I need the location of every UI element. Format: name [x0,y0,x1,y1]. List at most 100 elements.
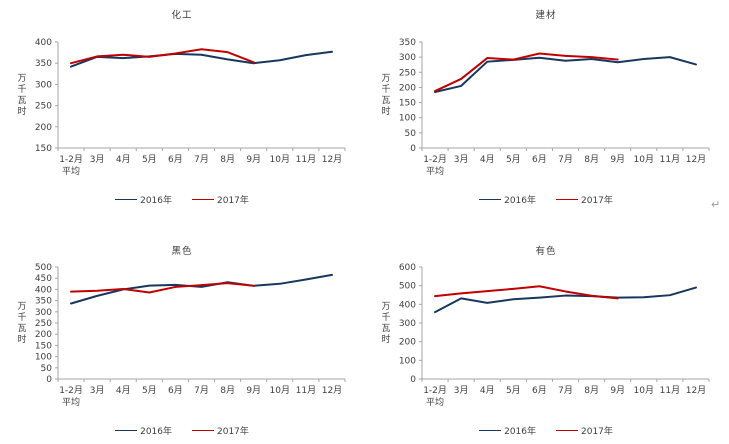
y-tick-label: 600 [399,263,416,273]
y-tick-label: 0 [410,375,416,385]
x-tick-label: 4月 [116,385,131,396]
y-tick-label: 400 [399,300,416,310]
legend-item-2017: 2017年 [556,424,613,437]
chart-youse[interactable]: 有色 0 100 200 300 400 500 600 1-2月 平均 3月 4月 5月 6月 7月 8月… [364,222,728,444]
chart-legend: 2016年 2017年 [364,424,728,437]
y-tick-label: 350 [399,38,416,48]
y-axis-title-char: 时 [381,333,390,345]
legend-item-2016: 2016年 [115,424,172,437]
legend-label-2017: 2017年 [217,427,249,437]
x-tick-label: 1-2月 [59,154,83,165]
y-tick-label: 300 [35,80,52,90]
x-tick-label: 5月 [506,385,521,396]
legend-line-2017 [192,198,214,201]
x-tick-label: 平均 [62,165,80,177]
x-tick-label: 5月 [506,154,521,165]
legend-line-2016 [479,429,502,432]
x-tick-label: 8月 [220,154,235,165]
y-tick-label: 100 [399,114,416,124]
y-tick-label: 150 [35,144,52,154]
x-tick-label: 平均 [426,165,444,177]
y-axis-title-char: 瓦 [381,95,390,106]
series-line-2016年 [434,56,697,93]
y-axis-title-char: 瓦 [17,95,26,106]
chart-jiancai[interactable]: 建材 0 50 100 150 200 250 300 350 1-2月 平均 3月 4月 5月 6月 7月… [364,0,728,222]
chart-legend: 2016年 2017年 [0,193,364,206]
chart-legend: 2016年 2017年 [364,193,728,206]
x-tick-label: 1-2月 [423,385,447,396]
chart-heise[interactable]: 黑色 0 50 100 150 200 250 300 350 400 450 500 1-2月 平均 3… [0,222,364,444]
chart-title: 建材 [535,10,557,21]
series-line-2017年 [70,282,255,294]
y-tick-label: 400 [35,285,52,295]
y-tick-label: 500 [35,263,52,273]
series-line-2016年 [434,286,697,314]
y-tick-label: 350 [35,59,52,69]
chart-huagong[interactable]: 化工 150 200 250 300 350 400 1-2月 平均 3月 4月 5月 6月 7月 8月 9… [0,0,364,222]
x-tick-label: 8月 [584,154,599,165]
x-tick-label: 5月 [142,154,157,165]
series-line-2017年 [70,48,255,65]
y-axis-title-char: 万 [381,302,390,312]
legend-item-2017: 2017年 [556,193,613,206]
y-tick-label: 350 [35,297,52,307]
x-tick-label: 12月 [686,385,706,396]
y-tick-label: 500 [399,282,416,292]
x-tick-label: 平均 [426,396,444,408]
y-axis-title-char: 时 [17,333,26,345]
y-tick-label: 200 [35,330,52,340]
legend-line-2017 [556,429,578,432]
y-axis-title-char: 万 [17,74,26,84]
x-tick-label: 9月 [610,154,625,165]
x-tick-label: 4月 [116,154,131,165]
x-tick-label: 12月 [322,385,342,396]
x-tick-label: 11月 [296,385,316,396]
x-tick-label: 9月 [246,385,261,396]
y-axis-title-char: 时 [17,105,26,117]
y-axis-title-char: 万 [381,74,390,84]
legend-item-2017: 2017年 [192,424,249,437]
x-tick-label: 6月 [532,154,547,165]
y-tick-label: 100 [35,353,52,363]
x-tick-label: 3月 [90,385,105,396]
legend-item-2016: 2016年 [479,424,536,437]
x-tick-label: 10月 [634,385,654,396]
x-tick-label: 7月 [194,154,209,165]
y-axis-title-char: 千 [381,84,390,95]
y-tick-label: 150 [35,341,52,351]
x-tick-label: 12月 [686,154,706,165]
y-axis-title-char: 万 [17,302,26,312]
x-tick-label: 3月 [90,154,105,165]
y-tick-label: 200 [399,338,416,348]
x-tick-label: 3月 [454,154,469,165]
x-tick-label: 11月 [660,154,680,165]
x-tick-label: 8月 [220,385,235,396]
x-tick-label: 1-2月 [59,385,83,396]
x-tick-label: 4月 [480,385,495,396]
legend-label-2017: 2017年 [581,427,613,437]
y-tick-label: 200 [399,83,416,93]
series-line-2017年 [434,285,619,300]
x-tick-label: 6月 [168,385,183,396]
legend-line-2016 [479,198,502,201]
x-tick-label: 7月 [558,154,573,165]
legend-label-2017: 2017年 [581,196,613,206]
y-tick-label: 250 [35,102,52,112]
y-axis-title-char: 千 [381,312,390,323]
x-tick-label: 5月 [142,385,157,396]
y-tick-label: 0 [46,375,52,385]
legend-line-2016 [115,429,138,432]
legend-item-2016: 2016年 [479,193,536,206]
legend-label-2016: 2016年 [504,427,536,437]
y-tick-label: 450 [35,274,52,284]
y-tick-label: 50 [41,364,53,374]
x-tick-label: 7月 [558,385,573,396]
x-tick-label: 4月 [480,154,495,165]
y-tick-label: 200 [35,123,52,133]
y-axis-title-char: 瓦 [17,323,26,334]
